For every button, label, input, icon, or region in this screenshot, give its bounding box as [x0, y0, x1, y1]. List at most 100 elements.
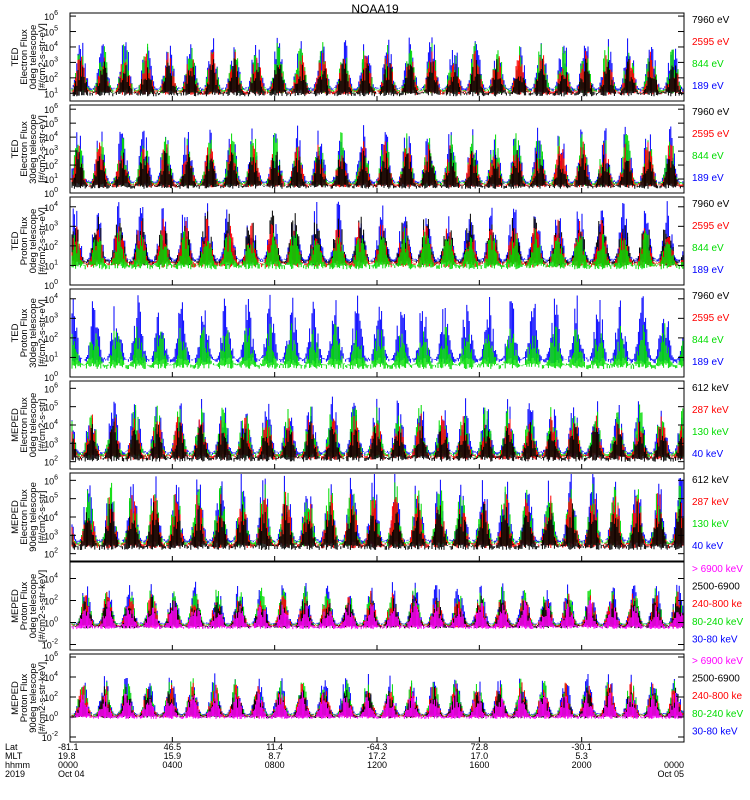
- y-tick-exponent: 4: [54, 511, 58, 518]
- y-tick-exponent: 4: [54, 419, 58, 426]
- panel-ylabel: TEDProton Flux0deg telescope[#/cm2-s-str…: [10, 207, 48, 275]
- y-tick-exponent: 1: [54, 87, 58, 94]
- ylabel-line: [#/cm2-s-str-eV]: [37, 299, 48, 367]
- ylabel-line: TED: [10, 47, 21, 66]
- series-5-trace: [71, 599, 684, 630]
- legend-label: 2595 eV: [692, 129, 730, 140]
- y-tick-exponent: 2: [54, 456, 58, 463]
- panel-ylabel: MEPEDElectron Flux0deg telescope[#/cm2-s…: [10, 393, 48, 457]
- legend-label: 844 eV: [692, 335, 724, 346]
- y-tick-exponent: -2: [52, 639, 58, 646]
- ylabel-line: 0deg telescope: [28, 393, 39, 457]
- ylabel-line: [#/cm2-s-str]: [37, 491, 48, 544]
- ylabel-line: 30deg telescope: [28, 298, 39, 368]
- y-tick-exponent: 0: [54, 371, 58, 378]
- x-tick-label: 11.4: [266, 742, 283, 752]
- x-tick-label: 19.8: [58, 751, 76, 761]
- x-row-label: hhmm: [5, 760, 30, 770]
- y-tick-exponent: 0: [54, 711, 58, 718]
- y-tick-exponent: 2: [54, 72, 58, 79]
- y-tick-label: 100: [44, 279, 58, 291]
- ylabel-line: Electron Flux: [19, 121, 30, 177]
- x-row-label: 2019: [5, 769, 25, 779]
- legend-label: 240-800 ke: [692, 599, 742, 610]
- y-tick-exponent: 1: [54, 351, 58, 358]
- series-4-trace: [71, 421, 684, 462]
- legend-label: 189 eV: [692, 81, 724, 92]
- legend-label: 7960 eV: [692, 291, 730, 302]
- series-4-trace: [71, 501, 684, 550]
- y-tick-exponent: 2: [54, 595, 58, 602]
- y-tick-exponent: 0: [54, 279, 58, 286]
- y-tick-exponent: 3: [54, 220, 58, 227]
- legend-label: 287 keV: [692, 405, 729, 416]
- legend-label: 189 eV: [692, 357, 724, 368]
- series-4-trace: [71, 148, 684, 189]
- x-tick-label: 17.2: [368, 751, 386, 761]
- ylabel-line: Proton Flux: [19, 216, 30, 265]
- y-tick-exponent: 3: [54, 437, 58, 444]
- legend-label: 80-240 keV: [692, 709, 743, 720]
- y-tick-exponent: 6: [54, 474, 58, 481]
- legend-label: 30-80 keV: [692, 726, 738, 737]
- y-tick-exponent: 2: [54, 240, 58, 247]
- y-tick-exponent: 5: [54, 26, 58, 33]
- y-tick-label: 102: [44, 548, 58, 560]
- x-tick-label: -64.3: [367, 742, 388, 752]
- x-tick-label: 17.0: [471, 751, 489, 761]
- y-tick-label: 106: [44, 10, 58, 22]
- ylabel-line: Electron Flux: [19, 397, 30, 453]
- legend-label: 7960 eV: [692, 199, 730, 210]
- ylabel-line: MEPED: [10, 681, 21, 715]
- y-tick-exponent: 5: [54, 493, 58, 500]
- ylabel-line: 30deg telescope: [28, 114, 39, 184]
- legend-label: 189 eV: [692, 265, 724, 276]
- x-row-label: MLT: [5, 751, 23, 761]
- series-2-trace: [71, 323, 684, 370]
- y-tick-label: 100: [44, 371, 58, 383]
- y-tick-exponent: 4: [54, 41, 58, 48]
- legend-label: 844 eV: [692, 59, 724, 70]
- x-row-label: Lat: [5, 742, 18, 752]
- ylabel-line: TED: [10, 231, 21, 250]
- y-tick-exponent: 4: [54, 201, 58, 208]
- y-tick-exponent: 4: [54, 671, 58, 678]
- legend-label: 2500-6900: [692, 582, 740, 593]
- ylabel-line: 0deg telescope: [28, 25, 39, 89]
- y-tick-exponent: 3: [54, 529, 58, 536]
- x-tick-label: 1200: [367, 760, 387, 770]
- legend-label: 2595 eV: [692, 37, 730, 48]
- panel-ylabel: TEDElectron Flux30deg telescope[#/cm2-s-…: [10, 114, 48, 184]
- y-tick-label: 106: [44, 651, 58, 663]
- y-tick-exponent: 4: [54, 573, 58, 580]
- panel-ylabel: MEPEDProton Flux90deg telescope[#/cm2-s-…: [10, 662, 48, 734]
- y-tick-exponent: -2: [52, 731, 58, 738]
- ylabel-line: TED: [10, 323, 21, 342]
- ylabel-line: [#/cm2-s-str-keV]: [37, 662, 48, 734]
- legend-label: 130 keV: [692, 427, 729, 438]
- y-tick-exponent: 6: [54, 651, 58, 658]
- x-tick-label: -30.1: [571, 742, 592, 752]
- x-tick-label: 2000: [572, 760, 592, 770]
- panel-ylabel: MEPEDElectron Flux90deg telescope[#/cm2-…: [10, 482, 48, 552]
- x-tick-label: Oct 05: [657, 769, 684, 779]
- y-tick-exponent: 0: [54, 187, 58, 194]
- legend-label: 2500-6900: [692, 674, 740, 685]
- y-tick-exponent: 2: [54, 332, 58, 339]
- y-tick-exponent: 4: [54, 293, 58, 300]
- legend-label: 287 keV: [692, 497, 729, 508]
- y-tick-exponent: 2: [54, 691, 58, 698]
- y-tick-label: 106: [44, 103, 58, 115]
- y-tick-label: 106: [44, 474, 58, 486]
- y-tick-exponent: 2: [54, 159, 58, 166]
- legend-label: 7960 eV: [692, 15, 730, 26]
- ylabel-line: MEPED: [10, 500, 21, 534]
- panel-ylabel: MEPEDProton Flux0deg telescope[#/cm2-s-s…: [10, 570, 48, 642]
- y-tick-exponent: 0: [54, 617, 58, 624]
